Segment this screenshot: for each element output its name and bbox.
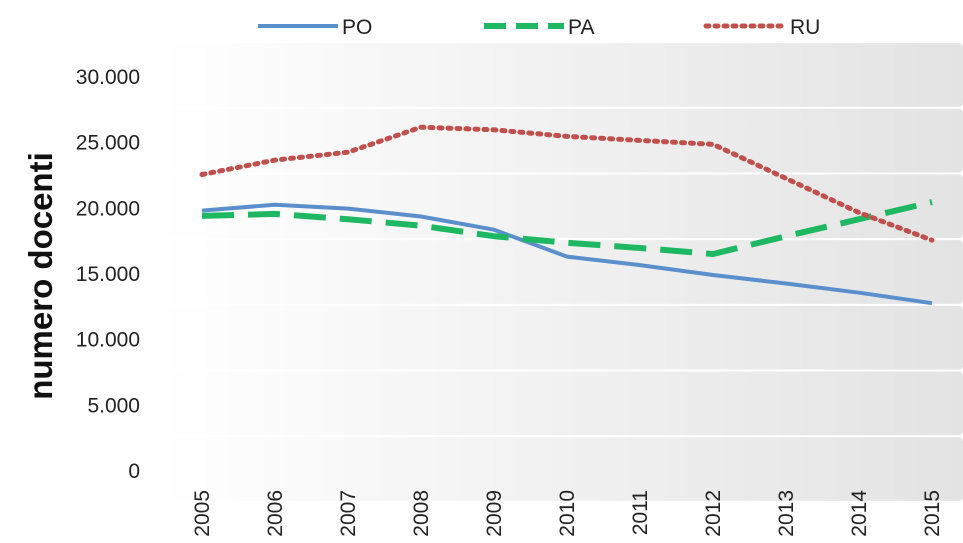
y-tick-label: 25.000 <box>76 132 140 155</box>
x-tick-label: 2007 <box>337 490 360 537</box>
x-tick-label: 2015 <box>921 490 944 537</box>
grid-band <box>160 371 963 436</box>
grid-band <box>160 108 963 173</box>
legend-label-ru: RU <box>790 16 820 39</box>
y-tick-label: 30.000 <box>76 66 140 89</box>
y-tick-label: 20.000 <box>76 197 140 220</box>
x-tick-label: 2013 <box>775 490 798 537</box>
y-tick-label: 5.000 <box>87 394 140 417</box>
series-line-ru <box>199 124 935 243</box>
series-line-pa <box>201 199 933 257</box>
grid-band <box>160 240 963 304</box>
y-axis-label: numero docenti <box>22 152 59 400</box>
y-tick-label: 15.000 <box>76 263 140 286</box>
grid-bands <box>160 43 963 501</box>
y-tick-label: 10.000 <box>76 329 140 352</box>
x-tick-label: 2005 <box>191 490 214 537</box>
series-line-po <box>201 202 933 306</box>
series-lines <box>199 124 935 306</box>
x-tick-label: 2008 <box>410 490 433 537</box>
x-tick-label: 2010 <box>556 490 579 537</box>
grid-band <box>160 437 963 501</box>
x-tick-label: 2012 <box>702 490 725 537</box>
x-tick-label: 2006 <box>264 490 287 537</box>
x-tick-label: 2014 <box>848 490 871 537</box>
grid-band <box>160 43 963 107</box>
y-axis-ticks: 0 5.000 10.000 15.000 20.000 25.000 30.000 <box>76 66 140 483</box>
legend-label-po: PO <box>342 16 372 39</box>
x-axis-ticks: 2005 2006 2007 2008 2009 2010 2011 2012 2013 2014… <box>191 490 944 537</box>
grid-band <box>160 305 963 370</box>
y-tick-label: 0 <box>128 460 140 483</box>
legend-label-pa: PA <box>568 16 594 39</box>
x-tick-label: 2011 <box>629 490 652 535</box>
x-tick-label: 2009 <box>483 490 506 537</box>
legend: PO PA RU <box>258 16 820 39</box>
